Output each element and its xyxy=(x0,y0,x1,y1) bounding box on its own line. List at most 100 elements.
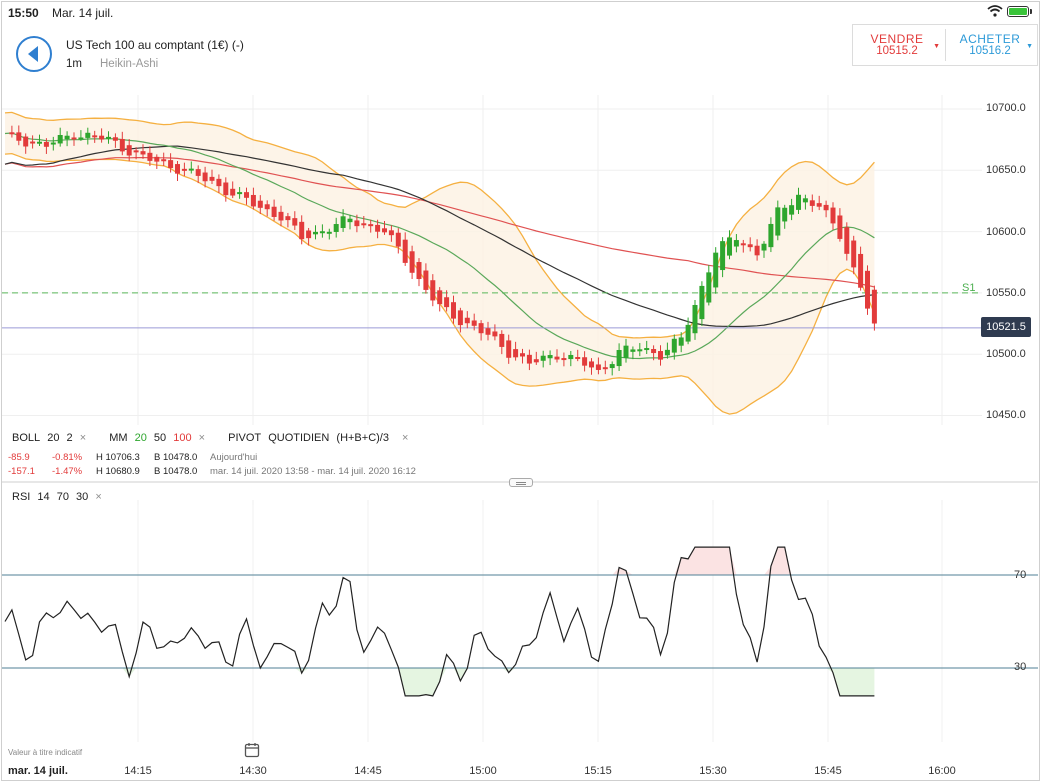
candle-body xyxy=(244,192,249,198)
candle-body xyxy=(333,224,339,232)
price-tick: 10550.0 xyxy=(986,287,1026,299)
candle-body xyxy=(637,349,643,352)
rsi-tick-70: 70 xyxy=(1014,569,1027,581)
candle-body xyxy=(796,194,801,210)
candle-body xyxy=(782,207,788,222)
candle-body xyxy=(651,349,657,354)
candle-body xyxy=(699,285,705,320)
candle-body xyxy=(678,337,684,346)
candle-body xyxy=(57,134,63,144)
candle-body xyxy=(375,224,381,232)
mm-name[interactable]: MM xyxy=(109,432,128,444)
chart-type-selector[interactable]: Heikin-Ashi xyxy=(100,58,159,70)
candle-body xyxy=(747,244,753,248)
candle-body xyxy=(623,345,629,359)
candle-body xyxy=(740,243,746,246)
candle-body xyxy=(409,251,415,273)
candle-body xyxy=(568,354,574,360)
candle-body xyxy=(471,320,477,326)
candle-body xyxy=(430,280,436,301)
candle-body xyxy=(526,354,532,364)
change-value: -157.1 xyxy=(8,466,35,477)
sell-button[interactable]: VENDRE 10515.2 ▼ xyxy=(853,25,945,65)
candle-body xyxy=(802,198,808,203)
price-tick: 10700.0 xyxy=(986,102,1026,114)
back-button[interactable] xyxy=(16,36,52,72)
candle-body xyxy=(181,168,187,171)
low-value: B 10478.0 xyxy=(154,466,198,477)
candle-body xyxy=(223,182,229,196)
candle-body xyxy=(285,216,291,221)
candle-body xyxy=(92,135,98,138)
candle-body xyxy=(388,230,394,236)
rsi-name[interactable]: RSI xyxy=(12,491,31,503)
candle-body xyxy=(168,160,174,169)
candle-body xyxy=(478,323,484,334)
pane-resize-handle[interactable] xyxy=(509,478,533,487)
buy-price: 10516.2 xyxy=(969,45,1011,57)
candle-body xyxy=(326,231,332,234)
status-time: 15:50 xyxy=(8,6,39,20)
timeframe-selector[interactable]: 1m xyxy=(66,58,82,70)
candle-body xyxy=(871,289,877,324)
candle-body xyxy=(506,340,512,358)
candle-body xyxy=(858,253,864,288)
candle-body xyxy=(595,364,601,370)
time-tick: 15:30 xyxy=(699,765,727,777)
pivot-formula: (H+B+C)/3 xyxy=(336,432,389,444)
candle-body xyxy=(319,231,325,234)
pivot-close-icon[interactable]: × xyxy=(402,432,409,444)
candle-body xyxy=(658,351,663,360)
pivot-period: QUOTIDIEN xyxy=(268,432,330,444)
rsi-oversold-fill xyxy=(5,668,875,696)
candle-body xyxy=(423,270,429,290)
candle-body xyxy=(347,218,353,223)
price-tick: 10650.0 xyxy=(986,164,1026,176)
candle-body xyxy=(9,132,15,135)
mm-close-icon[interactable]: × xyxy=(198,432,206,444)
candle-body xyxy=(630,349,636,352)
time-tick: 15:15 xyxy=(584,765,612,777)
candle-body xyxy=(457,310,463,326)
candle-body xyxy=(43,141,49,147)
change-value: -85.9 xyxy=(8,452,30,463)
candle-body xyxy=(402,239,408,263)
price-tick: 10600.0 xyxy=(986,226,1026,238)
candle-body xyxy=(823,204,829,211)
mm-period-50: 50 xyxy=(153,432,167,444)
pivot-name[interactable]: PIVOT xyxy=(228,432,262,444)
candle-body xyxy=(644,348,650,351)
candle-body xyxy=(354,220,360,227)
high-value: H 10706.3 xyxy=(96,452,140,463)
candle-body xyxy=(692,304,698,334)
candle-body xyxy=(30,141,36,144)
candle-body xyxy=(78,137,84,140)
boll-close-icon[interactable]: × xyxy=(79,432,87,444)
candle-body xyxy=(23,136,29,147)
buy-button[interactable]: ACHETER 10516.2 ▼ xyxy=(946,25,1038,65)
back-arrow-icon xyxy=(28,46,38,62)
candle-body xyxy=(451,302,456,319)
candle-body xyxy=(278,211,284,221)
candle-body xyxy=(851,240,857,268)
candle-body xyxy=(250,194,256,207)
candle-body xyxy=(175,164,180,174)
sell-dropdown-icon: ▼ xyxy=(933,43,940,50)
candle-body xyxy=(112,137,118,141)
candle-body xyxy=(161,159,167,162)
low-value: B 10478.0 xyxy=(154,452,198,463)
candle-body xyxy=(64,135,70,140)
time-axis-date: mar. 14 juil. xyxy=(8,765,68,777)
candle-body xyxy=(789,205,795,215)
boll-name[interactable]: BOLL xyxy=(12,432,41,444)
rsi-close-icon[interactable]: × xyxy=(95,491,102,503)
status-bar: 15:50 Mar. 14 juil. xyxy=(0,0,1043,24)
candle-body xyxy=(664,349,670,356)
calendar-icon[interactable] xyxy=(244,742,260,758)
candle-body xyxy=(816,203,822,207)
instrument-title[interactable]: US Tech 100 au comptant (1€) (-) xyxy=(66,38,244,52)
candle-body xyxy=(582,357,588,366)
candle-body xyxy=(706,272,712,303)
candle-body xyxy=(257,200,263,208)
